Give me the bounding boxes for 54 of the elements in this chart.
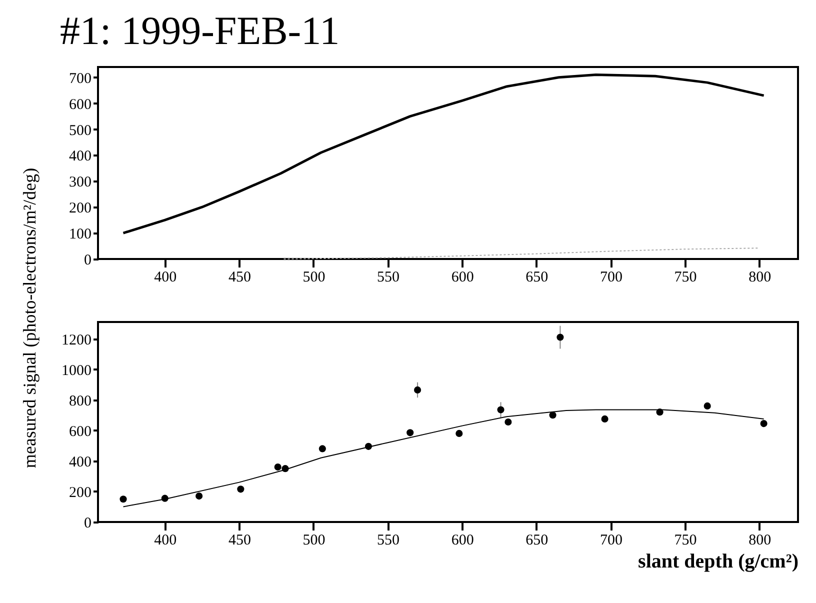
point <box>760 420 768 428</box>
line-series <box>283 248 760 260</box>
x-tick-label: 450 <box>228 270 251 286</box>
point <box>456 430 463 437</box>
y-tick-label: 200 <box>69 200 92 217</box>
y-tick-label: 1000 <box>62 362 92 379</box>
x-axis-title: slant depth (g/cm²) <box>638 550 798 572</box>
x-tick-label: 600 <box>451 532 474 548</box>
point <box>318 445 326 452</box>
point <box>274 464 282 471</box>
x-tick-label: 650 <box>526 270 548 286</box>
x-tick-label: 450 <box>228 532 251 548</box>
y-tick-label: 700 <box>69 70 92 87</box>
y-tick-label: 1200 <box>62 332 92 348</box>
x-tick-label: 750 <box>674 532 697 548</box>
x-tick-label: 550 <box>377 532 400 548</box>
x-tick-label: 550 <box>377 270 400 286</box>
point <box>549 412 556 419</box>
y-tick-label: 800 <box>69 393 92 410</box>
x-tick-label: 500 <box>302 532 326 548</box>
y-tick-label: 500 <box>69 122 92 139</box>
line-series <box>122 74 766 234</box>
point <box>196 492 203 500</box>
point <box>120 496 127 503</box>
point <box>414 386 422 394</box>
y-axis-title: measured signal (photo-electrons/m²/deg) <box>20 168 40 468</box>
x-tick-label: 650 <box>526 532 548 548</box>
y-tick-label: 200 <box>69 484 92 501</box>
line-series <box>122 409 764 508</box>
chart-title: #1: 1999-FEB-11 <box>60 8 340 53</box>
point <box>601 415 608 422</box>
point <box>704 402 711 410</box>
point <box>504 418 512 426</box>
x-tick-label: 800 <box>748 532 772 548</box>
y-tick-label: 600 <box>69 96 92 113</box>
x-tick-label: 700 <box>600 270 622 286</box>
y-tick-label: 300 <box>69 174 92 191</box>
point <box>556 334 564 341</box>
x-tick-label: 500 <box>302 270 326 286</box>
y-tick-label: 400 <box>69 148 92 165</box>
y-tick-label: 600 <box>69 424 92 440</box>
x-tick-label: 600 <box>451 270 474 286</box>
x-tick-label: 400 <box>154 532 177 548</box>
y-tick-label: 100 <box>69 226 92 243</box>
point <box>237 486 244 493</box>
point <box>406 429 414 436</box>
y-tick-label: 400 <box>69 454 92 470</box>
y-tick-label: 0 <box>84 252 92 268</box>
x-tick-label: 800 <box>748 270 772 286</box>
x-tick-label: 400 <box>154 270 177 286</box>
y-tick-label: 0 <box>84 516 92 532</box>
x-tick-label: 700 <box>600 532 622 548</box>
x-tick-label: 750 <box>674 270 697 286</box>
point <box>497 406 504 414</box>
